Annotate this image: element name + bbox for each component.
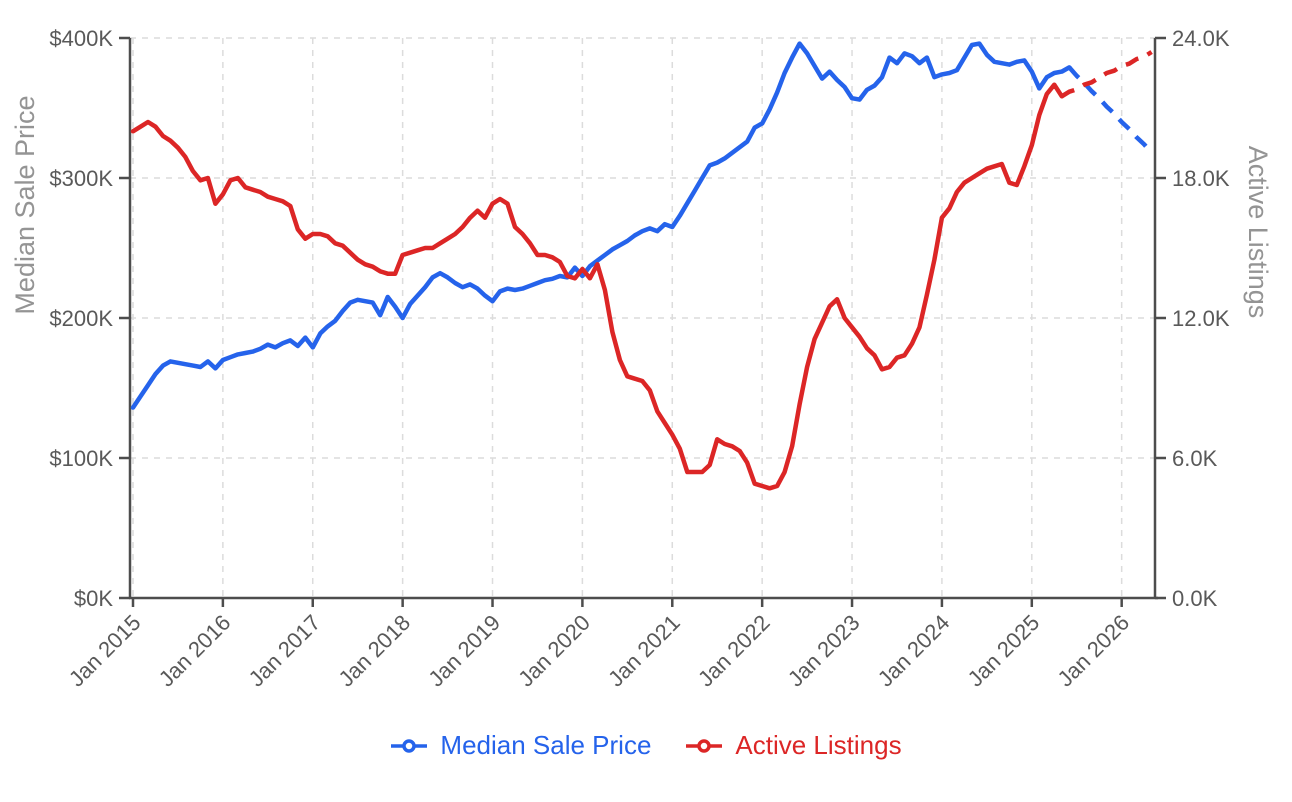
right-axis-tick-label: 0.0K: [1172, 586, 1218, 611]
line-circle-marker-icon: [391, 738, 428, 753]
left-axis-tick-label: $300K: [49, 166, 113, 191]
x-axis-tick-label: Jan 2025: [963, 610, 1045, 692]
active-listings-line: [130, 82, 1065, 491]
left-axis-tick-label: $400K: [49, 26, 113, 51]
x-axis-tick-label: Jan 2015: [64, 610, 146, 692]
left-axis-title: Median Sale Price: [10, 95, 40, 314]
right-axis-tick-label: 12.0K: [1172, 306, 1230, 331]
left-axis-tick-label: $100K: [49, 446, 113, 471]
x-axis-tick-label: Jan 2016: [154, 610, 236, 692]
x-axis-tick-label: Jan 2018: [333, 610, 415, 692]
chart-canvas: $0K $100K $200K $300K $400K 0.0K 6.0K 12.0K 18.0…: [10, 26, 1273, 692]
left-axis-tick-label: $0K: [74, 586, 113, 611]
x-axis-tick-label: Jan 2019: [423, 610, 505, 692]
x-axis-tick-label: Jan 2023: [783, 610, 865, 692]
x-axis-tick-label: Jan 2020: [513, 610, 595, 692]
legend-item-active-listings[interactable]: Active Listings: [685, 730, 902, 761]
chart-legend: Median Sale Price Active Listings: [0, 730, 1292, 761]
right-axis-title: Active Listings: [1243, 146, 1273, 319]
legend-item-median-sale-price[interactable]: Median Sale Price: [390, 730, 651, 761]
x-axis-tick-label: Jan 2021: [603, 610, 685, 692]
dual-axis-line-chart: $0K $100K $200K $300K $400K 0.0K 6.0K 12.0K 18.0…: [10, 26, 1273, 692]
right-axis-tick-label: 18.0K: [1172, 166, 1230, 191]
x-axis-tick-label: Jan 2017: [244, 610, 326, 692]
median-sale-price-line: [130, 41, 1072, 410]
right-axis-tick-label: 6.0K: [1172, 446, 1218, 471]
median-sale-price-forecast-line: [1067, 65, 1154, 155]
x-axis-tick-label: Jan 2024: [873, 610, 955, 692]
left-axis-tick-label: $200K: [49, 306, 113, 331]
active-listings-forecast-line: [1060, 50, 1153, 99]
x-axis-tick-label: Jan 2022: [693, 610, 775, 692]
right-axis-tick-label: 24.0K: [1172, 26, 1230, 51]
legend-label-median-sale-price: Median Sale Price: [440, 730, 652, 760]
legend-label-active-listings: Active Listings: [735, 730, 902, 760]
line-circle-marker-icon: [686, 738, 723, 753]
x-axis-tick-label: Jan 2026: [1053, 610, 1135, 692]
